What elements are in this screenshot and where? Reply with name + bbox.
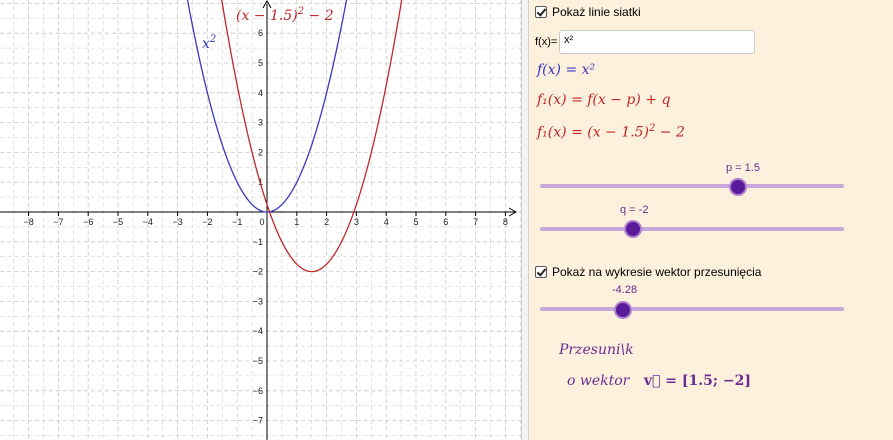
slider-t-track[interactable]: [540, 307, 844, 311]
x-tick-label: 7: [473, 217, 478, 227]
y-axis-arrow: [262, 0, 272, 9]
grid-lines: [0, 0, 521, 440]
slider-p-knob[interactable]: [729, 178, 747, 196]
y-tick-label: −6: [253, 386, 263, 396]
y-tick-label: 2: [258, 147, 263, 157]
vector-checkbox-box[interactable]: [535, 266, 547, 278]
fx-input-label: f(x)=: [535, 36, 558, 48]
x-tick-label: 8: [503, 217, 508, 227]
x-tick-label: −7: [53, 217, 63, 227]
y-tick-label: −4: [253, 326, 263, 336]
x-tick-label: −6: [83, 217, 93, 227]
algebra-panel: Pokaż linie siatki f(x)= x² f(x) = x² f₁…: [529, 0, 893, 440]
formula-f1-explicit: f₁(x) = (x − 1.5)2 − 2: [537, 123, 685, 141]
label-red-curve: (x − 1.5)2 − 2: [236, 6, 334, 24]
fx-input[interactable]: x²: [559, 30, 755, 54]
vector-checkbox[interactable]: Pokaż na wykresie wektor przesunięcia: [535, 265, 761, 279]
grid-checkbox-label: Pokaż linie siatki: [552, 5, 641, 19]
vector-formula: v⃗ = [1.5; −2]: [643, 373, 751, 389]
x-tick-label: −1: [232, 217, 242, 227]
x-tick-label: −3: [172, 217, 182, 227]
curve-f1-shifted[interactable]: [219, 0, 404, 273]
x-tick-label: −5: [113, 217, 123, 227]
y-tick-label: −5: [253, 356, 263, 366]
x-axis-arrow: [508, 207, 518, 217]
y-tick-label: 6: [258, 28, 263, 38]
y-tick-label: −2: [253, 267, 263, 277]
shift-text: Przesuni\k: [559, 342, 634, 358]
slider-q-label: q = -2: [620, 204, 649, 216]
slider-q-knob[interactable]: [624, 220, 642, 238]
graphics-view[interactable]: −8 −7 −6 −5 −4 −3 −2 −1 0 1 2 3 4 5 6 7 8123456−1−2−3−4−…: [0, 0, 521, 440]
y-tick-label: −7: [253, 416, 263, 426]
x-tick-label: 3: [354, 217, 359, 227]
curve-f-x-squared[interactable]: [184, 0, 350, 213]
y-tick-label: 3: [258, 118, 263, 128]
formula-f1-definition: f₁(x) = f(x − p) + q: [537, 92, 671, 108]
vector-prefix: o wektor: [567, 373, 630, 389]
grid-checkbox-box[interactable]: [535, 6, 547, 18]
x-tick-label: 5: [413, 217, 418, 227]
slider-p-track[interactable]: [540, 184, 844, 188]
axes: [0, 0, 518, 440]
slider-p-label: p = 1.5: [726, 162, 760, 174]
slider-t-knob[interactable]: [614, 301, 632, 319]
grid-checkbox[interactable]: Pokaż linie siatki: [535, 5, 641, 19]
y-tick-label: 4: [258, 88, 263, 98]
label-blue-curve: x2: [202, 34, 216, 52]
panel-divider[interactable]: [521, 0, 529, 440]
x-tick-label: 1: [294, 217, 299, 227]
x-tick-label: −8: [23, 217, 33, 227]
x-tick-label: 0: [259, 217, 264, 227]
x-tick-label: −4: [143, 217, 153, 227]
y-tick-label: −3: [253, 296, 263, 306]
vector-checkbox-label: Pokaż na wykresie wektor przesunięcia: [552, 265, 762, 279]
vector-text: o wektor v⃗ = [1.5; −2]: [567, 373, 751, 389]
x-tick-label: 4: [384, 217, 389, 227]
x-tick-label: 6: [443, 217, 448, 227]
slider-t-label: -4.28: [612, 284, 638, 296]
x-tick-label: −2: [202, 217, 212, 227]
y-tick-label: −1: [253, 237, 263, 247]
x-tick-label: 2: [324, 217, 329, 227]
y-tick-label: 5: [258, 58, 263, 68]
slider-q-track[interactable]: [540, 227, 844, 231]
formula-f: f(x) = x²: [537, 62, 596, 78]
